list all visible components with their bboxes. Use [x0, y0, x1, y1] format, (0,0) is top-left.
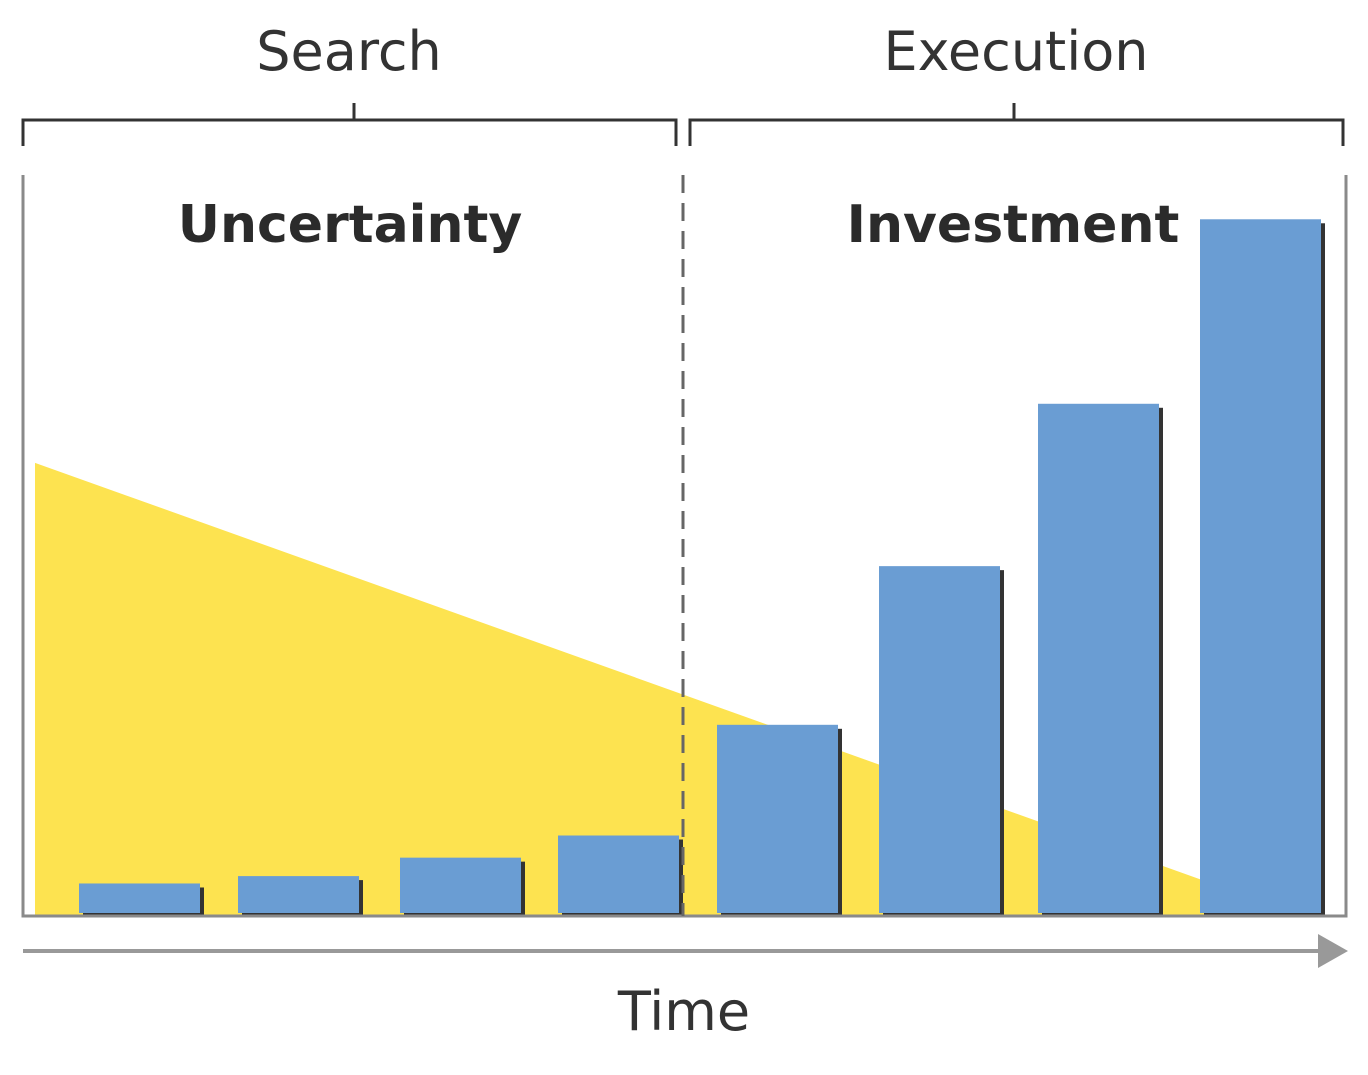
investment-bar-8: [1200, 219, 1321, 913]
uncertainty-label: Uncertainty: [178, 195, 523, 255]
investment-label: Investment: [847, 195, 1180, 255]
investment-bar-5: [717, 724, 838, 913]
investment-bar-3: [400, 857, 521, 913]
time-axis-label: Time: [617, 980, 750, 1043]
plot-frame: [21, 175, 1348, 918]
search-phase-label: Search: [256, 20, 442, 83]
time-axis-arrowhead: [1318, 934, 1348, 968]
search-bracket: [21, 103, 678, 146]
investment-bars: [79, 219, 1325, 917]
investment-bar-1: [79, 883, 200, 913]
execution-phase-label: Execution: [884, 20, 1149, 83]
investment-bar-6: [879, 566, 1000, 913]
investment-bar-2: [238, 876, 359, 913]
execution-bracket: [688, 103, 1345, 146]
investment-bar-7: [1038, 403, 1159, 913]
investment-bar-4: [558, 835, 679, 913]
